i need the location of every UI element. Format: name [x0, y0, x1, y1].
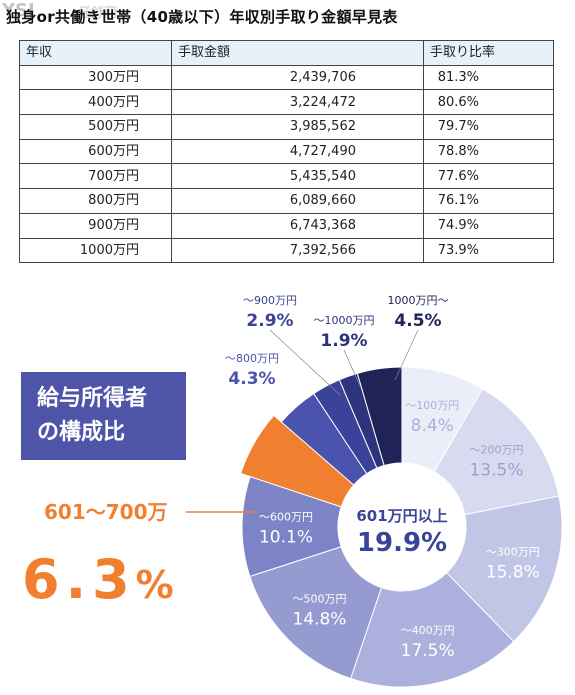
slice-label: 1000万円～	[388, 294, 449, 307]
slice-value: 4.3%	[228, 369, 275, 389]
cell-takehome: 7,392,566	[171, 237, 424, 264]
table-row: 700万円 5,435,540 77.6%	[19, 163, 554, 190]
cell-ratio: 80.6%	[423, 89, 554, 116]
cell-income: 800万円	[19, 188, 172, 214]
slice-value: 13.5%	[469, 461, 523, 481]
slice-label: ～400万円	[401, 624, 455, 637]
table-title: 独身or共働き世帯（40歳以下）年収別手取り金額早見表	[6, 8, 398, 26]
header-ratio: 手取り比率	[423, 40, 554, 66]
slice-label: ～200万円	[469, 444, 523, 457]
highlight-percent: 6.3%	[22, 548, 174, 611]
highlight-range: 601～700万	[44, 500, 168, 524]
table-row: 400万円 3,224,472 80.6%	[19, 89, 554, 116]
cell-income: 500万円	[19, 114, 172, 140]
slice-label: ～1000万円	[314, 314, 375, 327]
slice-label: ～900万円	[243, 294, 297, 307]
slice-value: 10.1%	[259, 528, 313, 548]
leader-line	[343, 349, 361, 387]
takehome-table: 年収 手取金額 手取り比率 300万円 2,439,706 81.3% 400万円 3…	[19, 40, 554, 264]
watermark-mark: 牙舒丽	[78, 6, 118, 21]
header-takehome: 手取金額	[171, 40, 424, 66]
center-value: 19.9%	[357, 528, 447, 558]
slice-value: 1.9%	[320, 331, 367, 351]
badge-line-2: の構成比	[37, 420, 126, 445]
watermark-brand: YSI	[2, 0, 35, 21]
leader-line	[269, 329, 341, 396]
donut-slice	[249, 546, 383, 680]
cell-income: 600万円	[19, 138, 172, 165]
cell-income: 300万円	[19, 64, 172, 91]
slice-label: ～500万円	[292, 593, 346, 606]
cell-takehome: 6,089,660	[171, 188, 424, 214]
slice-label: ～100万円	[405, 399, 459, 412]
table-row: 1000万円 7,392,566 73.9%	[19, 237, 554, 264]
slice-value: 8.4%	[411, 416, 454, 436]
donut-center	[339, 464, 465, 590]
table-row: 800万円 6,089,660 76.1%	[19, 188, 554, 214]
slice-value: 14.8%	[292, 610, 346, 630]
slice-value: 2.9%	[246, 311, 293, 331]
donut-slice	[350, 572, 515, 688]
donut-slice	[445, 495, 563, 643]
slice-label: ～800万円	[225, 352, 279, 365]
slice-value: 17.5%	[401, 641, 455, 661]
cell-ratio: 78.8%	[423, 138, 554, 165]
donut-slice	[240, 414, 355, 508]
cell-ratio: 73.9%	[423, 237, 554, 264]
leader-line	[394, 329, 419, 381]
cell-ratio: 79.7%	[423, 114, 554, 140]
center-label: 601万円以上	[356, 507, 447, 525]
slice-label: ～600万円	[259, 511, 313, 524]
table-header-row: 年収 手取金額 手取り比率	[19, 40, 554, 66]
composition-badge: 給与所得者 の構成比	[21, 372, 186, 460]
cell-takehome: 4,727,490	[171, 138, 424, 165]
slice-value: 15.8%	[486, 562, 540, 582]
donut-slice	[356, 366, 403, 467]
badge-line-1: 給与所得者	[37, 386, 148, 411]
slice-value: 4.5%	[394, 311, 441, 331]
cell-income: 700万円	[19, 163, 172, 190]
cell-takehome: 3,224,472	[171, 89, 424, 116]
highlight-unit: %	[135, 563, 174, 607]
header-income: 年収	[19, 40, 172, 66]
table-row: 500万円 3,985,562 79.7%	[19, 114, 554, 140]
highlight-value: 6.3	[22, 548, 136, 611]
cell-ratio: 77.6%	[423, 163, 554, 190]
cell-income: 1000万円	[19, 237, 172, 264]
cell-takehome: 6,743,368	[171, 212, 424, 239]
slice-label: ～300万円	[486, 545, 540, 558]
table-row: 600万円 4,727,490 78.8%	[19, 138, 554, 165]
